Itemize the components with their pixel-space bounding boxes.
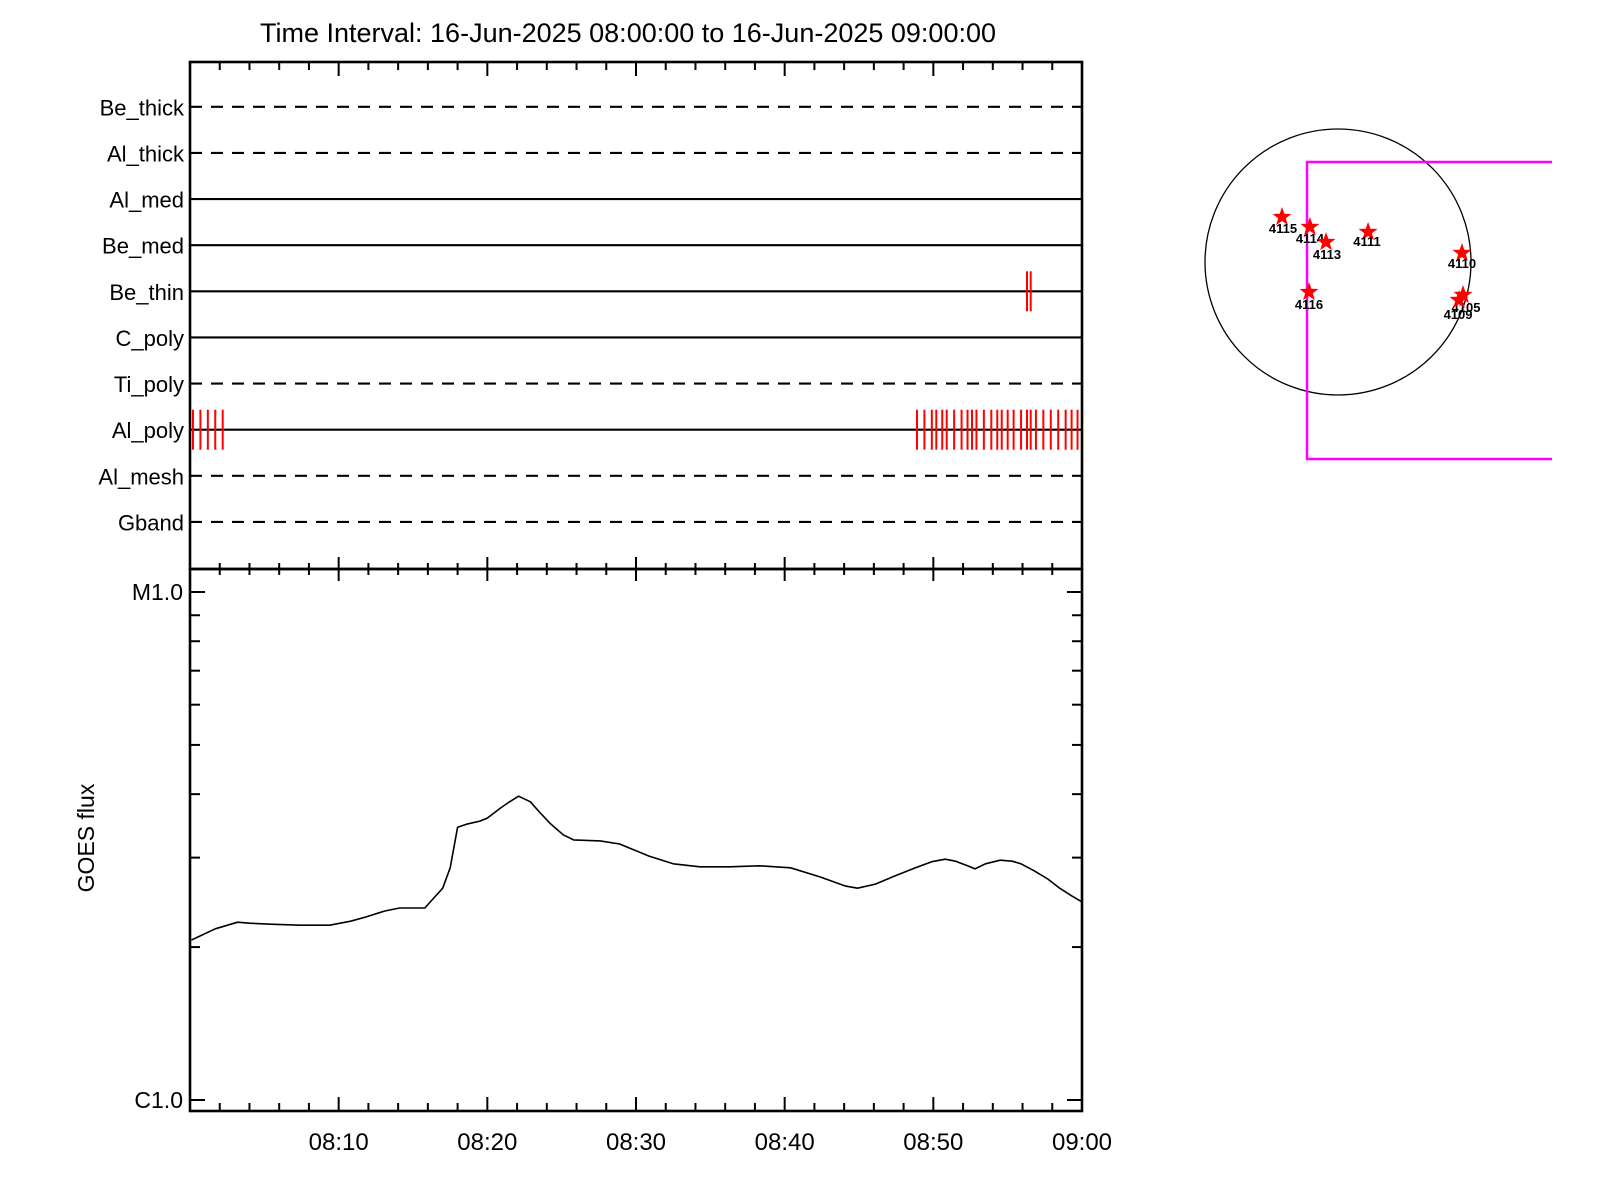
active-region-star-4114 xyxy=(1300,217,1320,236)
x-tick-label-08-50: 08:50 xyxy=(903,1129,963,1156)
goes-flux-axis-title: GOES flux xyxy=(73,783,99,892)
active-region-label-4115: 4115 xyxy=(1269,221,1297,236)
filter-label-al-mesh: Al_mesh xyxy=(98,464,184,489)
filter-label-be-thick: Be_thick xyxy=(100,95,185,120)
filter-label-be-med: Be_med xyxy=(102,234,184,259)
x-tick-label-08-20: 08:20 xyxy=(457,1129,517,1156)
active-region-label-4113: 4113 xyxy=(1313,247,1341,262)
x-tick-label-09-00: 09:00 xyxy=(1052,1129,1112,1156)
x-tick-label-08-30: 08:30 xyxy=(606,1129,666,1156)
x-tick-label-08-10: 08:10 xyxy=(309,1129,369,1156)
filter-label-al-poly: Al_poly xyxy=(112,418,184,443)
goes-flux-curve xyxy=(191,795,1083,941)
filter-label-ti-poly: Ti_poly xyxy=(114,372,184,397)
solar-disk xyxy=(1204,128,1472,396)
filter-label-be-thin: Be_thin xyxy=(109,280,184,305)
active-region-star-4105 xyxy=(1453,285,1473,304)
active-region-label-4116: 4116 xyxy=(1295,297,1323,312)
goes-flux-panel xyxy=(188,567,1084,1113)
fov-box xyxy=(1305,160,1552,461)
active-region-star-4110 xyxy=(1452,243,1472,261)
filter-label-c-poly: C_poly xyxy=(116,326,184,351)
plot-title: Time Interval: 16-Jun-2025 08:00:00 to 1… xyxy=(260,18,996,48)
active-region-label-4114: 4114 xyxy=(1296,231,1325,246)
active-region-star-4116 xyxy=(1299,282,1319,301)
y-axis-label-c1: C1.0 xyxy=(134,1087,183,1113)
active-region-label-4111: 4111 xyxy=(1353,234,1381,249)
filter-label-al-med: Al_med xyxy=(109,188,184,213)
filter-label-al-thick: Al_thick xyxy=(107,141,185,166)
active-region-label-4109: 4109 xyxy=(1444,307,1473,322)
filter-label-gband: Gband xyxy=(118,510,184,535)
active-region-star-4115 xyxy=(1272,207,1292,226)
x-tick-label-08-40: 08:40 xyxy=(755,1129,815,1156)
active-region-star-4113 xyxy=(1316,232,1336,251)
filter-timeline-panel xyxy=(188,60,1084,571)
y-axis-label-m1: M1.0 xyxy=(132,579,183,605)
active-region-label-4110: 4110 xyxy=(1448,256,1476,271)
active-region-star-4111 xyxy=(1358,221,1378,240)
generated-plot-elements: Be_thick Al_thick Al_med Be_med Be_thin C_pol… xyxy=(98,60,1552,1156)
active-region-star-4109 xyxy=(1449,290,1469,309)
